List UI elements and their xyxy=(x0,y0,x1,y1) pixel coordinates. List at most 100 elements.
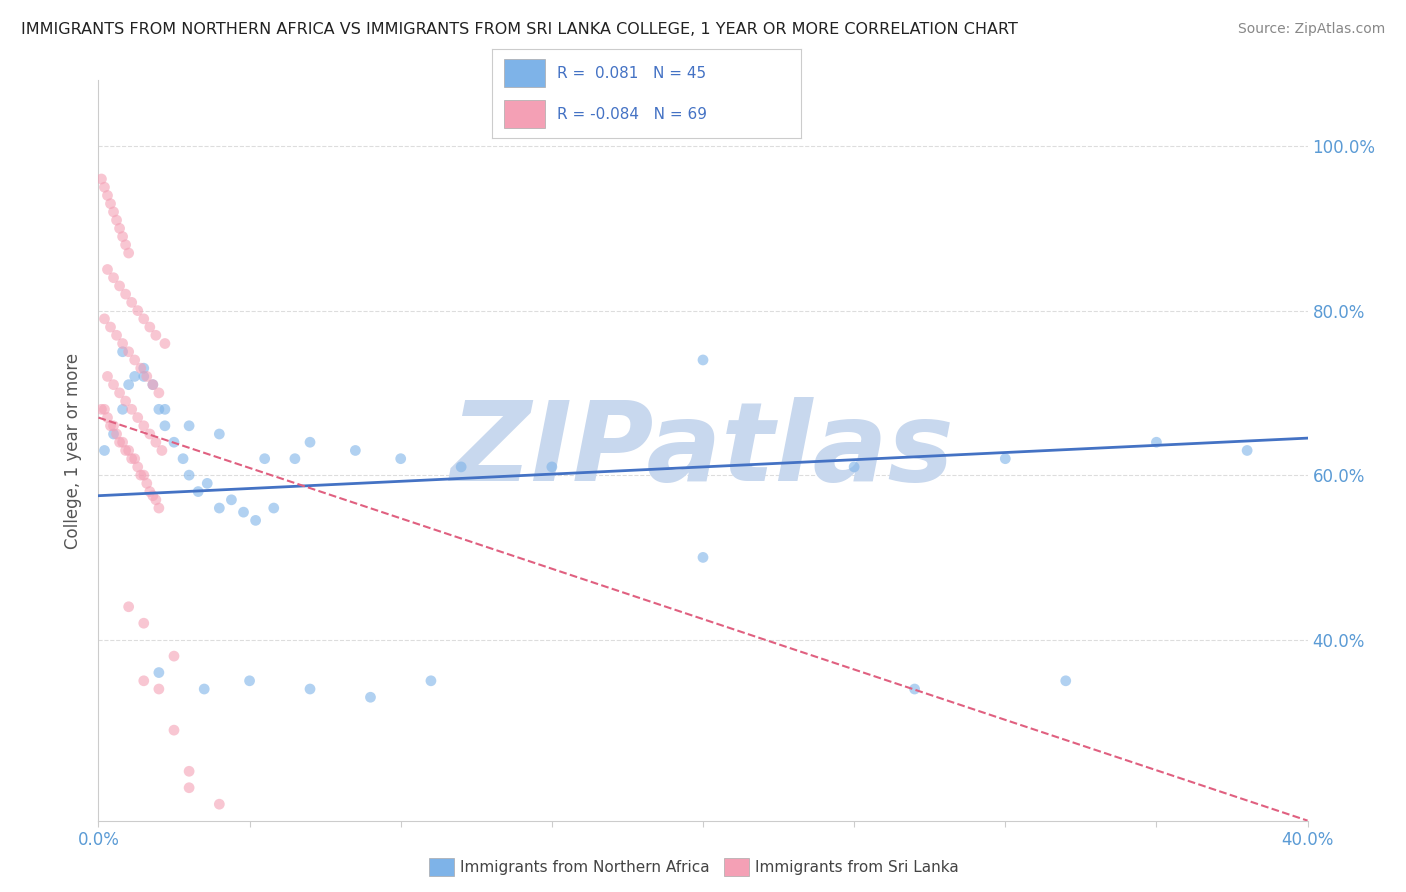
Point xyxy=(163,723,186,738)
Bar xyxy=(505,100,544,128)
Point xyxy=(904,681,927,696)
Point xyxy=(163,435,186,450)
Point xyxy=(108,279,131,293)
Point xyxy=(142,377,165,392)
Point xyxy=(108,385,131,400)
Point xyxy=(195,476,218,491)
Point xyxy=(148,665,170,680)
Point xyxy=(100,196,122,211)
Point xyxy=(145,492,167,507)
Point xyxy=(132,311,155,326)
Point xyxy=(179,764,201,779)
Point xyxy=(121,402,143,417)
Point xyxy=(111,229,134,244)
Point xyxy=(1054,673,1077,688)
Point xyxy=(111,402,134,417)
Point xyxy=(179,780,201,795)
Point xyxy=(148,385,170,400)
Point xyxy=(208,797,231,812)
Point xyxy=(163,649,186,664)
Point xyxy=(114,237,136,252)
Point xyxy=(121,451,143,466)
Point xyxy=(132,673,155,688)
Point xyxy=(100,320,122,334)
Point xyxy=(114,443,136,458)
Point xyxy=(132,361,155,376)
Point xyxy=(132,418,155,433)
Point xyxy=(135,476,157,491)
Point xyxy=(118,443,141,458)
Text: Source: ZipAtlas.com: Source: ZipAtlas.com xyxy=(1237,22,1385,37)
Point xyxy=(179,468,201,483)
Point xyxy=(93,311,115,326)
Text: IMMIGRANTS FROM NORTHERN AFRICA VS IMMIGRANTS FROM SRI LANKA COLLEGE, 1 YEAR OR : IMMIGRANTS FROM NORTHERN AFRICA VS IMMIG… xyxy=(21,22,1018,37)
Point xyxy=(193,681,215,696)
Point xyxy=(93,443,115,458)
Point xyxy=(127,303,149,318)
Point xyxy=(139,427,162,442)
Point xyxy=(208,501,231,516)
Point xyxy=(96,188,118,202)
Point xyxy=(96,410,118,425)
Point xyxy=(139,484,162,499)
Point xyxy=(132,468,155,483)
Point xyxy=(153,336,176,351)
Point xyxy=(132,616,155,631)
Point xyxy=(172,451,194,466)
Point xyxy=(187,484,209,499)
Point xyxy=(284,451,307,466)
Point xyxy=(118,377,141,392)
Point xyxy=(389,451,412,466)
Point xyxy=(103,205,125,219)
Point xyxy=(692,353,714,368)
Point xyxy=(127,459,149,474)
Point xyxy=(105,328,128,343)
Point xyxy=(124,451,146,466)
Text: Immigrants from Northern Africa: Immigrants from Northern Africa xyxy=(460,860,710,874)
Point xyxy=(135,369,157,384)
Point xyxy=(148,681,170,696)
Point xyxy=(111,435,134,450)
Point xyxy=(111,344,134,359)
Point xyxy=(90,172,112,186)
Point xyxy=(253,451,276,466)
Y-axis label: College, 1 year or more: College, 1 year or more xyxy=(65,352,83,549)
Point xyxy=(360,690,382,705)
Point xyxy=(103,427,125,442)
Point xyxy=(299,435,322,450)
Point xyxy=(103,270,125,285)
Point xyxy=(692,550,714,565)
Point xyxy=(108,435,131,450)
Point xyxy=(450,459,472,474)
Point xyxy=(179,418,201,433)
Text: R = -0.084   N = 69: R = -0.084 N = 69 xyxy=(557,107,707,121)
Point xyxy=(90,402,112,417)
Point xyxy=(142,489,165,503)
Text: R =  0.081   N = 45: R = 0.081 N = 45 xyxy=(557,66,706,80)
Point xyxy=(105,213,128,227)
Point xyxy=(103,418,125,433)
Point xyxy=(150,443,173,458)
Point xyxy=(114,287,136,301)
Point xyxy=(118,344,141,359)
Point xyxy=(994,451,1017,466)
Point xyxy=(139,320,162,334)
Point xyxy=(114,394,136,409)
Point xyxy=(105,427,128,442)
Text: Immigrants from Sri Lanka: Immigrants from Sri Lanka xyxy=(755,860,959,874)
Point xyxy=(148,402,170,417)
Point xyxy=(129,361,152,376)
Point xyxy=(124,353,146,368)
Point xyxy=(263,501,285,516)
Point xyxy=(299,681,322,696)
Point xyxy=(153,418,176,433)
Point xyxy=(93,180,115,194)
Point xyxy=(118,246,141,260)
Point xyxy=(100,418,122,433)
Point xyxy=(127,410,149,425)
Point xyxy=(121,295,143,310)
Point xyxy=(103,377,125,392)
Point xyxy=(111,336,134,351)
Point xyxy=(344,443,367,458)
Point xyxy=(844,459,866,474)
